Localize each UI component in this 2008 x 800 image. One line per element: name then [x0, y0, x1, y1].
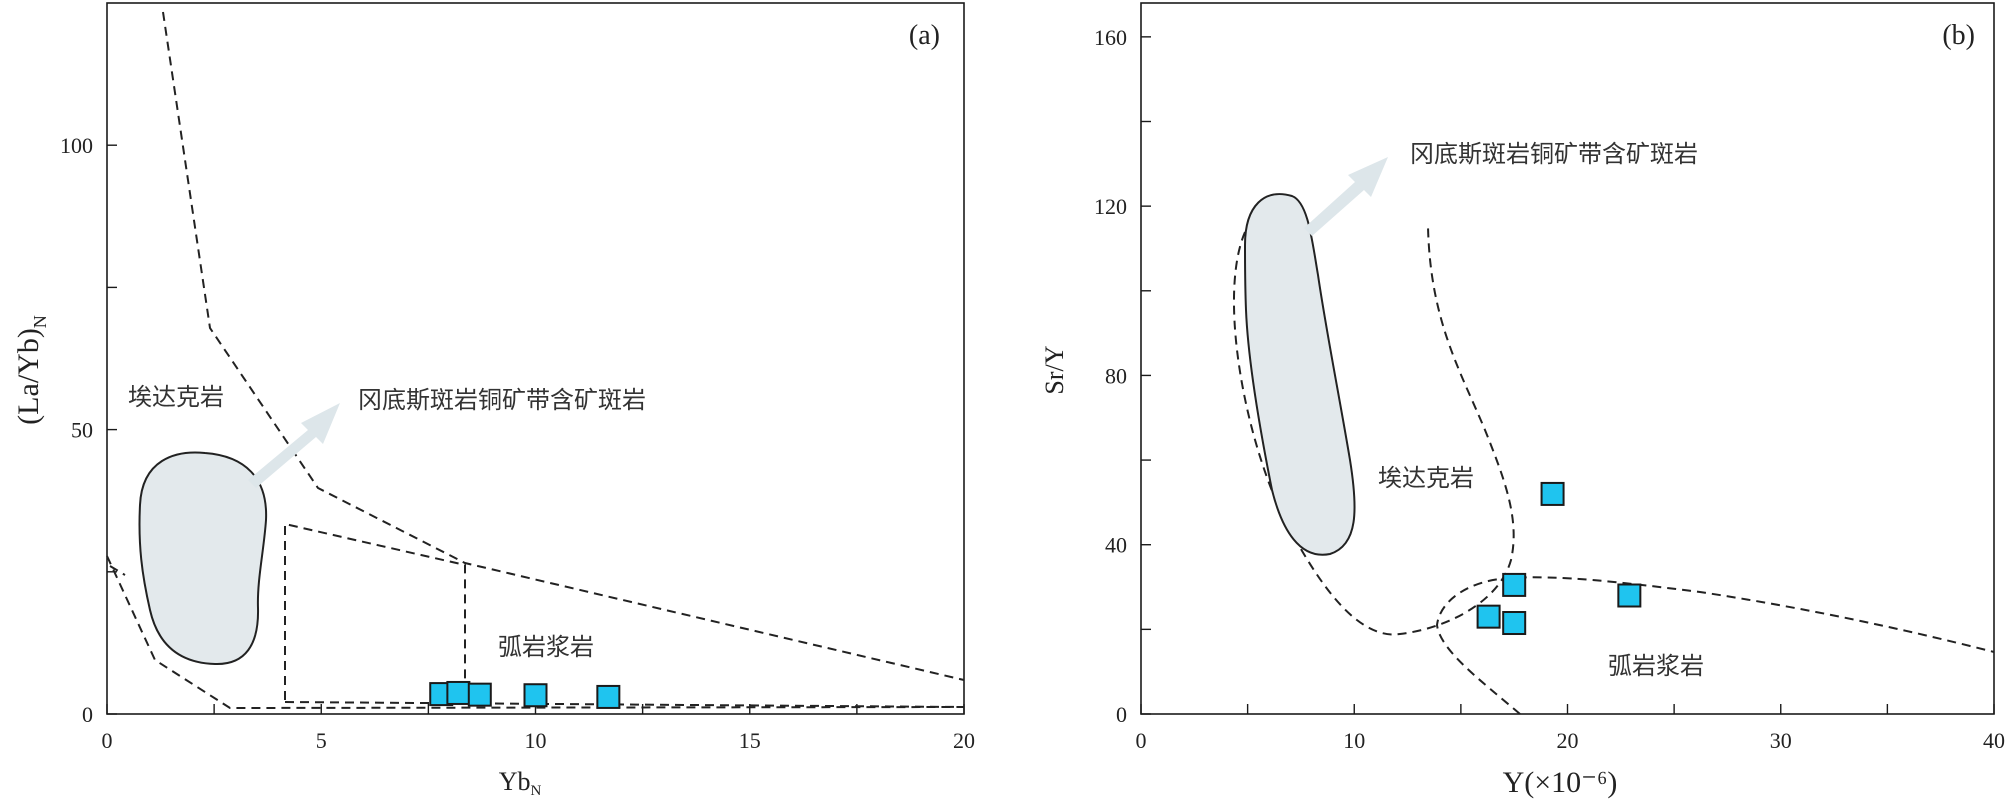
panel-b-gangdese-label: 冈底斯斑岩铜矿带含矿斑岩 [1410, 140, 1698, 168]
panel-b-arc-boundary [1435, 576, 1995, 715]
panel-a-arrow-icon [248, 403, 340, 488]
panel-a-y-tick-label: 50 [71, 418, 93, 443]
panel-b-y-tick-label: 160 [1094, 25, 1127, 50]
panel-b-data-point [1617, 583, 1642, 608]
panel-a: 0 5 10 15 20 0 50 100 (a) YbN (La/Yb)N 埃达克岩 冈底斯… [12, 2, 975, 799]
panel-a-data-point [596, 684, 621, 709]
panel-b-y-tick-label: 40 [1105, 533, 1127, 558]
panel-b-data-point [1502, 611, 1527, 636]
panel-a-adakite-boundary [162, 11, 965, 681]
panel-b-x-tick-label: 20 [1557, 728, 1579, 753]
panel-b-arc-label: 弧岩浆岩 [1608, 652, 1704, 680]
panel-a-data-point [446, 680, 471, 705]
panel-a-gangdese-label: 冈底斯斑岩铜矿带含矿斑岩 [358, 386, 646, 414]
panel-b-x-tick-label: 10 [1343, 728, 1365, 753]
panel-a-label: (a) [909, 20, 940, 51]
panel-b-x-tick-label: 30 [1770, 728, 1792, 753]
panel-b-data-point [1540, 481, 1565, 506]
panel-b-gangdese-field [1243, 193, 1356, 556]
panel-b-adakite-boundary [1233, 225, 1515, 636]
panel-a-y-tick-label: 100 [60, 133, 93, 158]
panel-a-arc-label: 弧岩浆岩 [498, 633, 594, 661]
panel-b-y-tick-label: 120 [1094, 194, 1127, 219]
panel-b-x-axis-title: Y(×10⁻⁶) [1503, 766, 1618, 799]
panel-b-adakite-label: 埃达克岩 [1378, 464, 1474, 492]
panel-a-data-point [467, 682, 492, 707]
panel-b-data-point [1476, 604, 1501, 629]
panel-b-ticks: 0 10 20 30 40 0 40 80 120 160 [1094, 25, 2005, 753]
panel-b-arrow-icon [1304, 157, 1388, 236]
panel-a-x-tick-label: 20 [953, 728, 975, 753]
panel-a-arc-boundary [284, 522, 466, 700]
panel-a-arc-base [284, 701, 965, 708]
panel-a-left-edge [109, 565, 126, 576]
panel-a-x-axis-title: YbN [499, 767, 542, 799]
panel-b-label: (b) [1942, 20, 1975, 51]
panel-a-x-tick-label: 5 [316, 728, 327, 753]
panel-b: 0 10 20 30 40 0 40 80 120 160 (b) Y(×10⁻⁶) Sr/Y 冈… [1040, 2, 2005, 799]
panel-a-y-tick-label: 0 [82, 702, 93, 727]
panel-a-points [429, 680, 621, 709]
panel-b-data-point [1502, 572, 1527, 597]
panel-a-x-tick-label: 0 [102, 728, 113, 753]
panel-b-y-axis-title: Sr/Y [1040, 345, 1069, 394]
panel-a-x-tick-label: 10 [525, 728, 547, 753]
panel-a-data-point [523, 683, 548, 708]
panel-b-x-tick-label: 40 [1983, 728, 2005, 753]
panel-a-gangdese-field [138, 451, 268, 666]
panel-b-points [1476, 481, 1642, 636]
panel-b-x-tick-label: 0 [1136, 728, 1147, 753]
panel-b-y-tick-label: 80 [1105, 363, 1127, 388]
panel-b-y-tick-label: 0 [1116, 702, 1127, 727]
panel-a-adakite-label: 埃达克岩 [128, 383, 224, 411]
panel-a-ticks: 0 5 10 15 20 0 50 100 [60, 133, 975, 753]
panel-a-x-tick-label: 15 [739, 728, 761, 753]
panel-a-y-axis-title: (La/Yb)N [12, 315, 50, 425]
